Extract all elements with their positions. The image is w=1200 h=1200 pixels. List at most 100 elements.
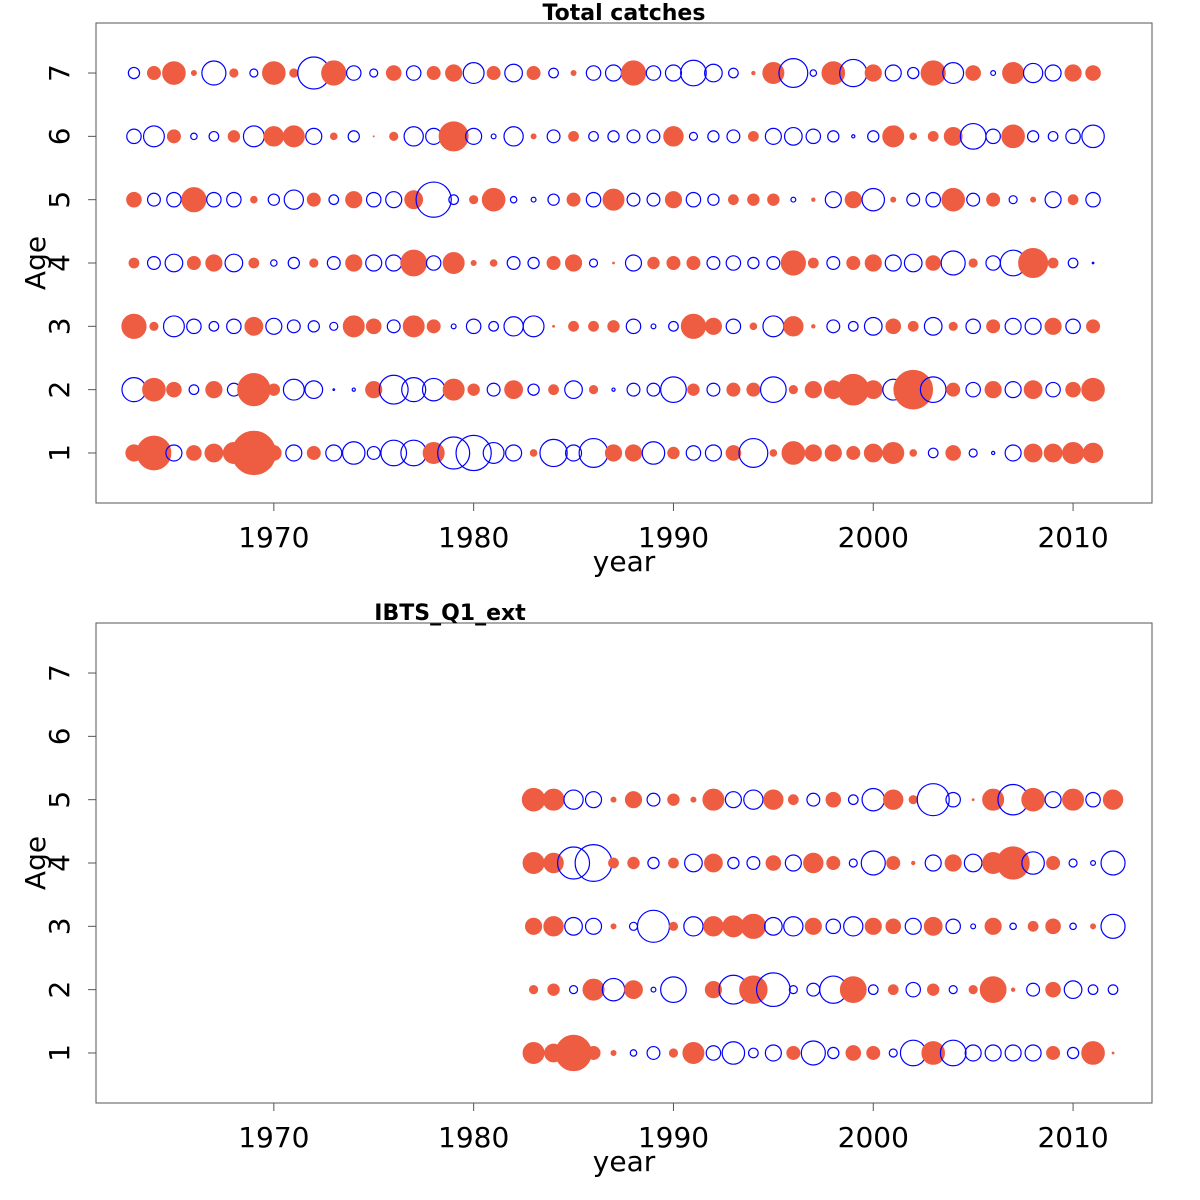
x-tick-label: 1980 [438, 521, 509, 554]
bubble [1021, 851, 1045, 875]
x-tick-label: 2010 [1037, 521, 1108, 554]
bubble [825, 918, 842, 935]
bubble [867, 984, 879, 996]
bubble [442, 378, 465, 401]
bubble [920, 60, 946, 86]
x-axis-label: year [593, 1145, 656, 1178]
bubble [503, 316, 524, 337]
bubble [1030, 196, 1037, 203]
bubble [547, 983, 560, 996]
bubble [345, 254, 363, 272]
bubble [968, 258, 978, 268]
bubble [438, 121, 469, 152]
bubble [1026, 130, 1040, 143]
bubble [925, 255, 942, 271]
bubble [162, 61, 186, 85]
bubble [402, 315, 425, 338]
bubble [1043, 443, 1063, 463]
bubble [1045, 981, 1061, 998]
bubble [607, 320, 620, 333]
bubble [919, 376, 947, 404]
bubble [1081, 124, 1105, 149]
bubble [749, 322, 758, 331]
bubble [883, 789, 904, 810]
bubble [945, 445, 961, 461]
bubble [866, 1045, 881, 1060]
bubble [646, 1045, 661, 1060]
bubble [824, 444, 842, 462]
bubble [142, 377, 166, 402]
bubble [963, 853, 983, 873]
bubble [400, 249, 428, 277]
bubble [1024, 317, 1042, 335]
bubble [366, 445, 381, 460]
bubble [984, 381, 1002, 399]
bubble [827, 130, 840, 143]
bubble [248, 257, 260, 269]
bubble [607, 130, 620, 143]
bubble [584, 791, 603, 809]
bubble [1066, 1046, 1080, 1060]
bubble [747, 256, 760, 270]
bubble [126, 191, 142, 208]
bubble [940, 250, 966, 276]
bubble [142, 125, 165, 148]
bubble [727, 194, 739, 206]
bubble [624, 980, 643, 1000]
bubble [1046, 855, 1061, 870]
bubble [522, 315, 545, 338]
y-axis-label: Age [19, 236, 52, 290]
bubble [201, 60, 227, 86]
bubble [442, 252, 465, 275]
bubble [490, 133, 497, 140]
bubble [907, 320, 919, 332]
bubble [923, 316, 943, 336]
bubble [941, 187, 965, 212]
bubble [909, 132, 918, 141]
bubble [646, 129, 661, 144]
bubble [645, 65, 662, 81]
bubble [800, 1040, 826, 1066]
bubble [907, 66, 920, 80]
bubble [641, 441, 666, 465]
bubble [610, 796, 617, 803]
bubble [778, 58, 809, 89]
bubble [365, 254, 383, 272]
bubble [686, 256, 701, 271]
bubble [1111, 1051, 1115, 1055]
x-tick-label: 1990 [638, 1121, 709, 1154]
bubble [846, 256, 861, 271]
bubble [568, 130, 579, 142]
bubble [1004, 444, 1022, 462]
chart-title: IBTS_Q1_ext [374, 601, 526, 626]
bubble [403, 126, 424, 147]
bubble [884, 64, 902, 82]
bubble [788, 985, 798, 995]
bubble [660, 376, 687, 404]
bubble [721, 1041, 746, 1065]
bubble [685, 191, 702, 208]
bubble [465, 127, 483, 145]
bubble [884, 254, 902, 272]
bubble [688, 131, 699, 141]
bubble [851, 134, 856, 139]
bubble [705, 1045, 722, 1061]
bubble [181, 187, 207, 213]
bubble [601, 977, 626, 1002]
bubble [626, 129, 641, 144]
bubble [486, 382, 501, 397]
bubble [585, 65, 602, 81]
bubble [445, 64, 463, 82]
bubble [985, 255, 1001, 271]
bubble [970, 923, 977, 930]
bubble [927, 983, 940, 996]
bubble [1023, 380, 1043, 400]
bubble [325, 444, 343, 462]
bubble [604, 64, 623, 82]
bubble [1047, 257, 1059, 269]
bubble [864, 64, 882, 82]
bubble [347, 130, 360, 143]
bubble [916, 783, 950, 817]
bubble [563, 789, 584, 810]
